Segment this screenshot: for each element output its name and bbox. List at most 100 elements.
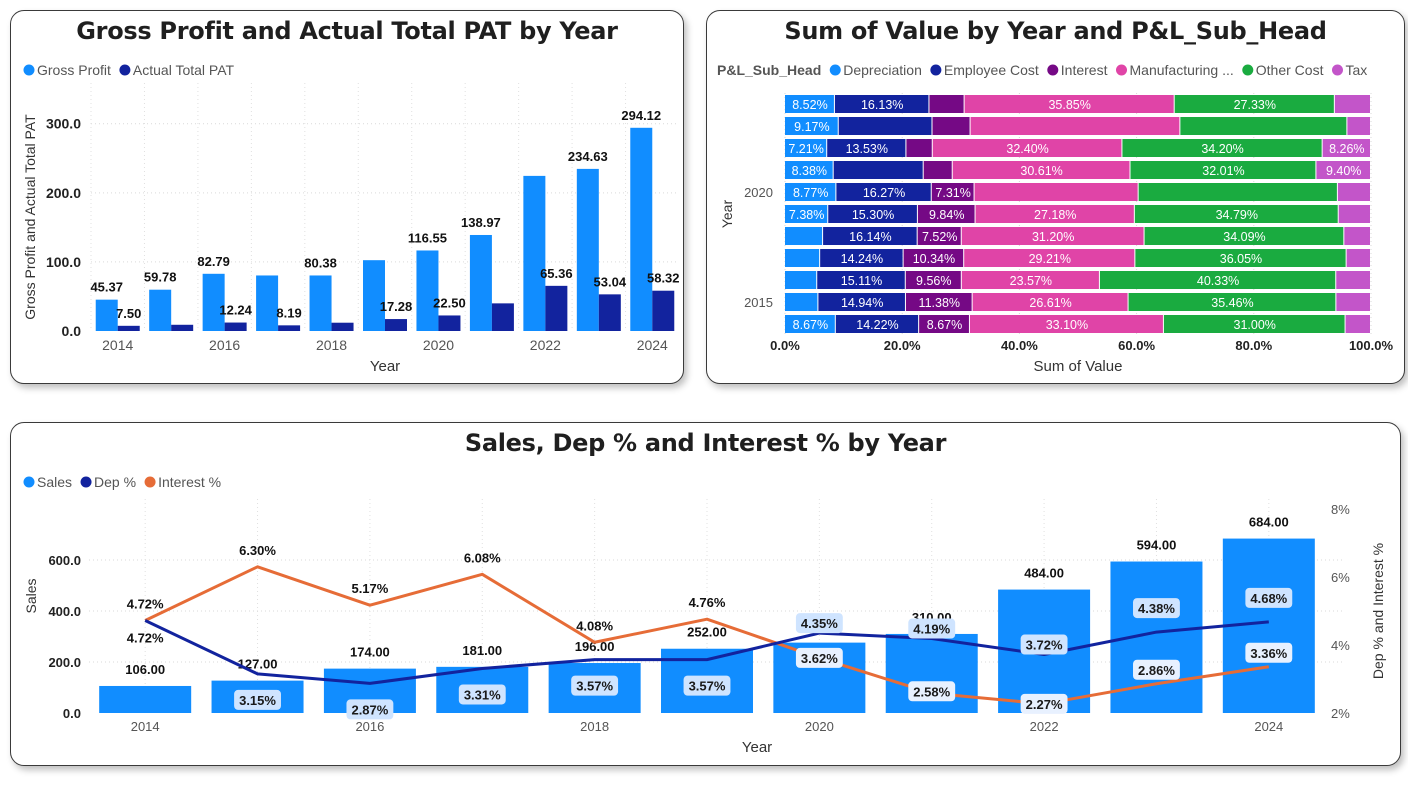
- data-label: 181.00: [462, 643, 502, 658]
- pl-subhead-chart-card: Sum of Value by Year and P&L_Sub_Head P&…: [706, 10, 1405, 384]
- data-label: 2.87%: [351, 702, 388, 717]
- data-label: 16.27%: [863, 186, 905, 200]
- data-label: 65.36: [540, 266, 573, 281]
- chart-title: Sales, Dep % and Interest % by Year: [464, 429, 947, 457]
- legend-marker: [1047, 64, 1059, 76]
- bar-actual-total-pat: [385, 319, 407, 331]
- data-label-box: [1020, 693, 1068, 714]
- legend-item: Tax: [1345, 62, 1367, 78]
- data-label: 31.20%: [1032, 230, 1074, 244]
- data-label: 7.52%: [922, 230, 957, 244]
- bar-segment: [1345, 315, 1370, 333]
- data-label: 127.00: [238, 657, 278, 672]
- data-label: 33.10%: [1046, 318, 1088, 332]
- data-label: 174.00: [350, 645, 390, 660]
- y2-tick-label: 6%: [1331, 570, 1350, 585]
- bar-segment: [1347, 117, 1370, 135]
- data-label: 31.00%: [1234, 318, 1276, 332]
- data-label: 9.40%: [1326, 164, 1361, 178]
- data-label: 138.97: [461, 215, 501, 230]
- data-label: 8.19: [276, 305, 301, 320]
- bar-segment: [923, 161, 952, 179]
- bar-segment: [917, 205, 975, 223]
- data-label: 234.63: [568, 149, 608, 164]
- data-label: 3.72%: [1026, 638, 1063, 653]
- data-label: 59.78: [144, 270, 177, 285]
- data-label: 40.33%: [1197, 274, 1239, 288]
- legend-item: Interest: [1061, 62, 1108, 78]
- legend-marker: [144, 476, 156, 488]
- bar-segment: [785, 139, 827, 157]
- bar-segment: [833, 161, 923, 179]
- bar-segment: [785, 117, 838, 135]
- legend-item: Gross Profit: [37, 62, 111, 78]
- bar-segment: [1337, 183, 1370, 201]
- y2-axis-title: Dep % and Interest %: [1370, 543, 1386, 679]
- data-label-box: [234, 689, 281, 710]
- legend-item: Interest %: [158, 474, 221, 490]
- data-label: 2.27%: [1026, 697, 1063, 712]
- data-label: 58.32: [647, 271, 680, 286]
- data-label-box: [1133, 598, 1180, 619]
- data-label: 8.26%: [1329, 142, 1364, 156]
- bar-actual-total-pat: [224, 322, 247, 331]
- x-tick-label: 40.0%: [1001, 338, 1038, 353]
- bar-segment: [952, 161, 1130, 179]
- pl-subhead-chart: P&L_Sub_Head Depreciation Employee Cost Int…: [717, 62, 1393, 375]
- data-label: 35.46%: [1211, 296, 1253, 310]
- data-label: 53.04: [594, 274, 627, 289]
- bar-segment: [975, 205, 1134, 223]
- bar-actual-total-pat: [545, 285, 568, 331]
- y-tick-label: 200.0: [48, 655, 81, 670]
- bar-segment: [838, 117, 932, 135]
- x-tick-label: 2016: [209, 337, 240, 353]
- bar-segment: [1346, 249, 1370, 267]
- y-tick-label: 2015: [744, 295, 773, 310]
- data-label: 4.72%: [127, 597, 164, 612]
- data-label-box: [795, 613, 843, 634]
- data-label: 5.17%: [351, 581, 388, 596]
- bar-gross-profit: [202, 273, 225, 331]
- x-tick-label: 2014: [131, 719, 160, 734]
- legend-marker: [1242, 64, 1254, 76]
- legend-item: Manufacturing ...: [1130, 62, 1234, 78]
- legend-marker: [23, 476, 35, 488]
- legend-marker: [1116, 64, 1127, 76]
- legend-marker: [80, 476, 92, 488]
- legend-item: Depreciation: [843, 62, 922, 78]
- bar-segment: [932, 139, 1122, 157]
- data-label: 484.00: [1024, 566, 1064, 581]
- gross-profit-chart-card: Gross Profit and Actual Total PAT by Yea…: [10, 10, 684, 384]
- bar-actual-total-pat: [171, 324, 194, 331]
- bar-gross-profit: [309, 275, 332, 331]
- data-label: 9.84%: [929, 208, 964, 222]
- data-label-box: [795, 647, 843, 668]
- y-axis-title: Gross Profit and Actual Total PAT: [22, 114, 38, 320]
- x-axis-title: Sum of Value: [1034, 358, 1123, 375]
- data-label-box: [1245, 587, 1293, 608]
- x-tick-label: 2018: [580, 719, 609, 734]
- bar-segment: [905, 293, 972, 311]
- x-tick-label: 2024: [637, 337, 668, 353]
- bar-gross-profit: [523, 175, 546, 331]
- data-label: 9.56%: [916, 274, 951, 288]
- bar-segment: [932, 117, 970, 135]
- bar-segment: [1134, 205, 1338, 223]
- data-label: 116.55: [408, 230, 447, 245]
- data-label-box: [346, 699, 394, 720]
- data-label: 23.57%: [1010, 274, 1052, 288]
- data-label: 3.57%: [689, 679, 726, 694]
- bar-segment: [929, 95, 964, 113]
- data-label-box: [1245, 642, 1293, 663]
- data-label: 8.67%: [793, 318, 828, 332]
- bar-sales: [99, 685, 192, 713]
- y-axis-title: Year: [719, 200, 735, 229]
- bar-actual-total-pat: [652, 290, 675, 331]
- data-label: 27.33%: [1234, 98, 1276, 112]
- data-label: 34.20%: [1201, 142, 1243, 156]
- x-tick-label: 2022: [530, 337, 561, 353]
- bar-segment: [828, 205, 917, 223]
- bar-segment: [1336, 271, 1370, 289]
- data-label-box: [571, 675, 619, 696]
- bar-segment: [827, 139, 906, 157]
